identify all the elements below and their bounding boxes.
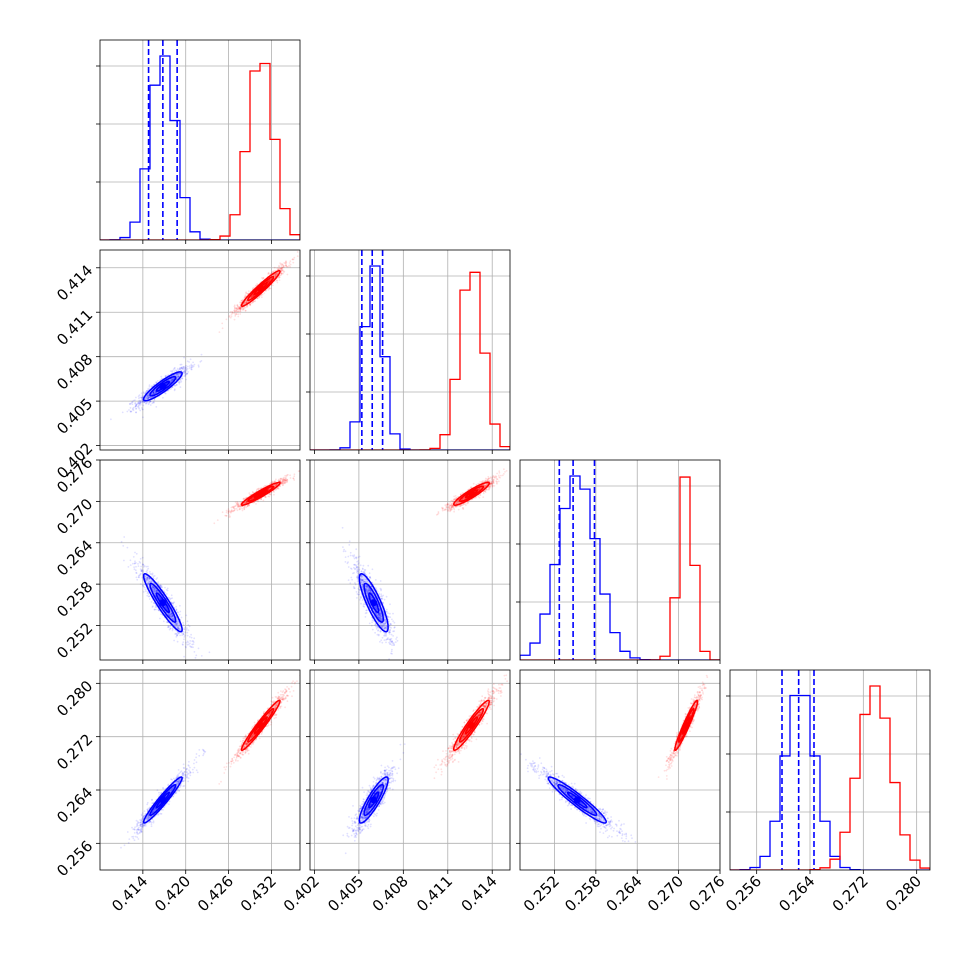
panel-r1-c1	[306, 250, 510, 454]
x-tick-label: 0.270	[644, 872, 687, 915]
contour-center	[574, 797, 581, 804]
contours-1	[241, 271, 280, 307]
contours-0	[144, 777, 183, 823]
y-tick-label: 0.408	[53, 350, 96, 393]
contour-center	[468, 722, 475, 729]
y-tick-label: 0.411	[53, 306, 96, 349]
contour-center	[370, 797, 377, 804]
panel-r2-c1	[306, 460, 510, 667]
y-tick-label: 0.414	[53, 261, 96, 304]
panel-r2-c2	[516, 460, 720, 664]
x-tick-label: 0.256	[722, 872, 765, 915]
x-tick-label: 0.426	[194, 872, 237, 915]
x-tick-label: 0.414	[458, 872, 501, 915]
x-tick-label: 0.414	[108, 872, 151, 915]
x-tick-label: 0.258	[561, 872, 604, 915]
x-tick-label: 0.280	[882, 872, 925, 915]
y-tick-label: 0.405	[53, 395, 96, 438]
panel-frame	[100, 670, 300, 870]
contour-center	[683, 722, 690, 729]
panel-content	[121, 469, 304, 659]
x-tick-label: 0.264	[603, 872, 646, 915]
contour-center	[159, 383, 166, 390]
y-tick-label: 0.272	[53, 730, 96, 773]
gridlines	[310, 670, 510, 870]
x-tick-label: 0.252	[520, 872, 563, 915]
panel-content	[730, 670, 930, 870]
panel-content	[110, 250, 303, 420]
contour-center	[159, 797, 166, 804]
x-tick-label: 0.264	[775, 872, 818, 915]
contour-center	[257, 285, 264, 292]
contour-center	[370, 599, 377, 606]
y-tick-label: 0.258	[53, 578, 96, 621]
gridlines	[100, 670, 300, 870]
panel-r0-c0	[96, 40, 300, 244]
contour-center	[159, 599, 166, 606]
contours-0	[548, 777, 606, 823]
contour-center	[257, 490, 264, 497]
histogram-step-1	[310, 272, 510, 450]
y-tick-label: 0.270	[53, 495, 96, 538]
x-tick-label: 0.272	[829, 872, 872, 915]
y-tick-label: 0.256	[53, 837, 96, 880]
panel-content	[342, 674, 508, 854]
x-tick-label: 0.408	[369, 872, 412, 915]
panel-frame	[310, 670, 510, 870]
panel-content	[120, 675, 301, 849]
x-tick-label: 0.276	[685, 872, 728, 915]
contours-1	[241, 700, 280, 750]
x-tick-label: 0.420	[151, 872, 194, 915]
panel-content	[100, 40, 300, 240]
x-tick-label: 0.411	[413, 872, 456, 915]
panel-frame	[520, 670, 720, 870]
contour-center	[257, 722, 264, 729]
histogram-step-1	[100, 64, 300, 240]
contour-center	[468, 490, 475, 497]
gridlines	[520, 670, 720, 870]
y-tick-label: 0.252	[53, 619, 96, 662]
y-tick-label: 0.264	[53, 784, 96, 827]
contours-1	[242, 482, 281, 505]
panel-content	[310, 250, 510, 450]
x-tick-label: 0.432	[237, 872, 280, 915]
contours-1	[454, 700, 490, 750]
panel-content	[342, 468, 508, 667]
x-tick-label: 0.405	[324, 872, 367, 915]
contours-0	[144, 574, 183, 632]
y-tick-label: 0.264	[53, 536, 96, 579]
panel-content	[520, 460, 720, 660]
y-tick-label: 0.280	[53, 677, 96, 720]
x-tick-label: 0.402	[280, 872, 323, 915]
contours-1	[675, 700, 698, 750]
